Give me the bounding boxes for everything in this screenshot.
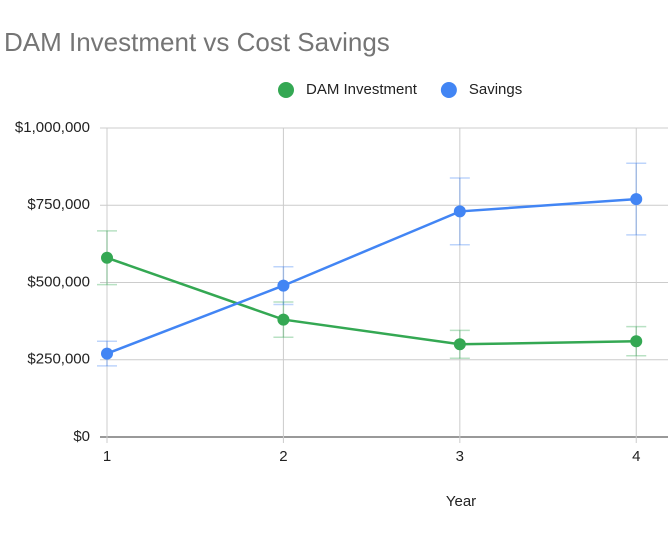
- point: [277, 313, 290, 326]
- point: [277, 279, 290, 292]
- point: [630, 335, 643, 348]
- legend-label: Savings: [469, 81, 522, 98]
- point: [101, 251, 113, 264]
- legend-marker: [278, 82, 294, 98]
- x-tick-label: 4: [632, 448, 640, 465]
- x-tick-label: 1: [103, 448, 111, 465]
- x-tick-label: 2: [279, 448, 287, 465]
- point: [453, 338, 466, 351]
- y-tick-label: $0: [73, 428, 90, 445]
- series-line: [106, 256, 637, 346]
- legend-label: DAM Investment: [306, 81, 418, 98]
- point: [101, 347, 113, 360]
- point: [630, 193, 643, 206]
- legend-marker: [440, 82, 457, 98]
- x-axis-title: Year: [446, 493, 476, 510]
- x-tick-label: 3: [456, 448, 464, 465]
- y-tick-label: $250,000: [27, 351, 90, 368]
- y-tick-label: $500,000: [27, 273, 90, 290]
- series-line: [106, 197, 637, 355]
- point: [453, 205, 466, 218]
- y-tick-label: $750,000: [27, 196, 90, 213]
- y-tick-label: $1,000,000: [15, 119, 90, 136]
- chart-title: DAM Investment vs Cost Savings: [4, 27, 390, 57]
